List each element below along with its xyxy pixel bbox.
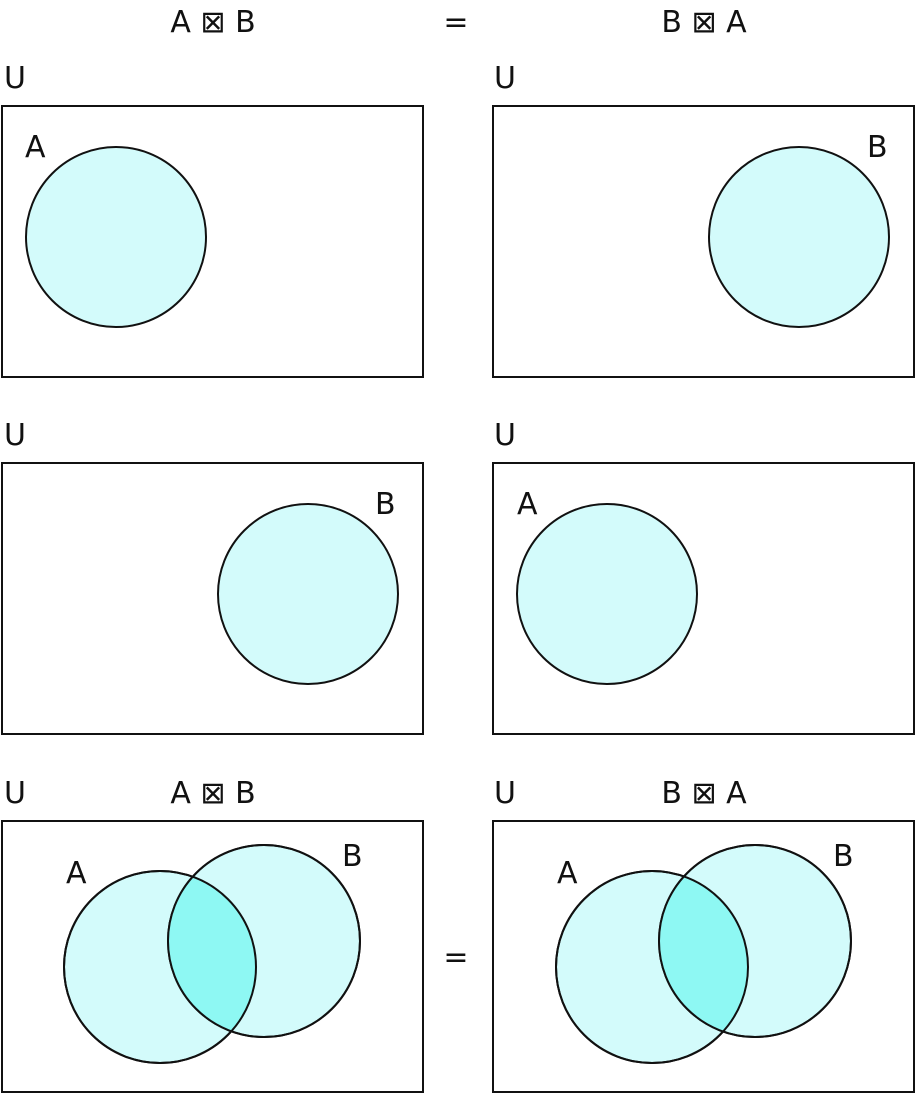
set-a-label: A: [66, 856, 87, 891]
set-a-circle: [516, 503, 698, 685]
universe-label: U: [494, 418, 516, 453]
universe-label: U: [494, 61, 516, 96]
intersection-region: [168, 871, 256, 1037]
set-b-label: B: [833, 839, 854, 874]
set-b-outline: [167, 844, 361, 1038]
set-a-label: A: [557, 856, 578, 891]
universe-label: U: [4, 418, 26, 453]
set-b-circle: [217, 503, 399, 685]
panel-row1-left: U A: [1, 61, 424, 378]
set-b-label: B: [342, 839, 363, 874]
set-a-outline: [555, 870, 749, 1064]
panel-row3-right: U B ⊠ A A B: [492, 776, 915, 1093]
set-b-outline: [658, 844, 852, 1038]
bottom-equals-sign: =: [443, 940, 468, 975]
header-equals-sign: =: [443, 5, 468, 40]
header-right-expression: B ⊠ A: [661, 5, 747, 40]
universe-label: U: [494, 776, 516, 811]
bottom-left-expression: A ⊠ B: [170, 776, 255, 811]
universe-label: U: [4, 61, 26, 96]
set-a-label: A: [25, 130, 46, 165]
universe-label: U: [4, 776, 26, 811]
set-b-label: B: [867, 130, 888, 165]
set-b-circle: [708, 146, 890, 328]
panel-row1-right: U B: [492, 61, 915, 378]
set-a-circle: [25, 146, 207, 328]
panel-row3-left: U A ⊠ B A B: [1, 776, 424, 1093]
panel-row2-right: U A: [492, 418, 915, 735]
intersection-region: [659, 871, 748, 1037]
panel-row2-left: U B: [1, 418, 424, 735]
set-a-outline: [63, 870, 257, 1064]
set-a-label: A: [517, 487, 538, 522]
bottom-right-expression: B ⊠ A: [661, 776, 747, 811]
header-left-expression: A ⊠ B: [170, 5, 255, 40]
set-b-label: B: [375, 487, 396, 522]
